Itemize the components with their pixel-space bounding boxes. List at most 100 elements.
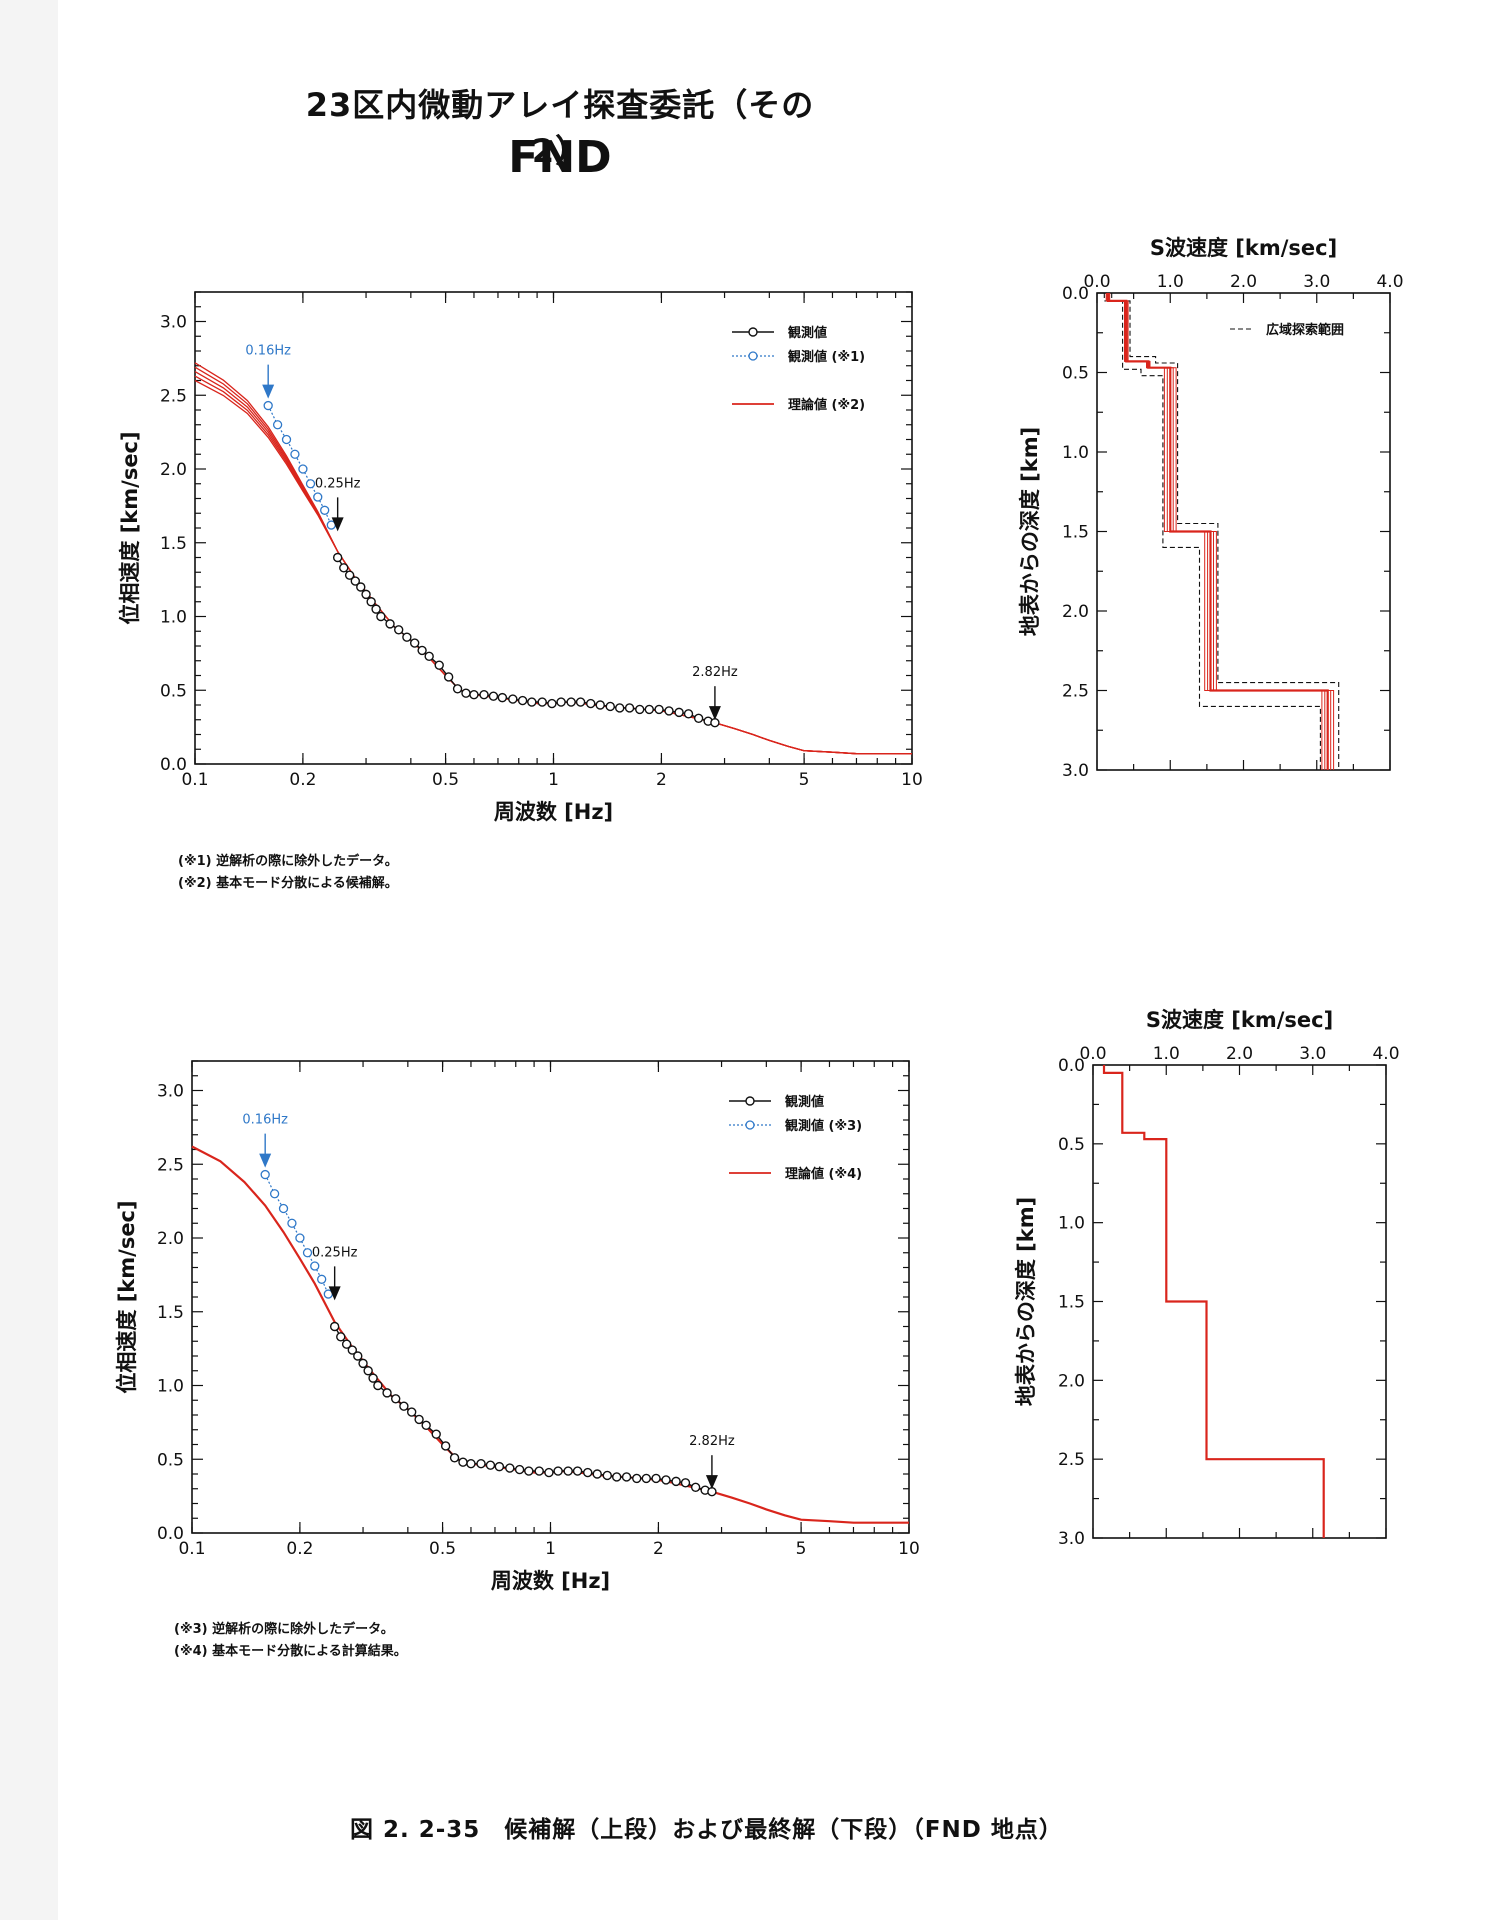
top-dispersion-x-tick-label: 0.5: [432, 770, 459, 790]
bottom-dispersion-observed-point: [347, 1345, 358, 1355]
top-dispersion-observed-point: [361, 589, 371, 600]
bottom-dispersion-theoretical-line: [191, 1145, 909, 1524]
top-dispersion-y-tick-label: 1.5: [160, 534, 187, 554]
top-profile-search-range-max: [1111, 293, 1340, 770]
bottom-dispersion-observed-point: [680, 1478, 691, 1488]
bottom-dispersion-observed-point: [612, 1472, 622, 1482]
top-dispersion-observed-point: [497, 692, 508, 703]
bottom-dispersion-legend-excluded: 観測値 (※3): [784, 1118, 862, 1134]
bottom-dispersion-observed-point: [661, 1475, 671, 1485]
top-dispersion-observed-point: [556, 697, 566, 707]
bottom-dispersion-excluded-point: [295, 1233, 305, 1243]
top-dispersion-y-axis-title: 位相速度 [km/sec]: [118, 431, 142, 624]
note-top-2: (※2) 基本モード分散による候補解。: [178, 876, 398, 891]
bottom-dispersion-observed-point: [329, 1321, 340, 1332]
bottom-dispersion-observed-point: [534, 1466, 544, 1476]
bottom-dispersion-observed-point: [476, 1458, 486, 1469]
top-dispersion-observed-point: [402, 632, 412, 642]
top-profile-candidate-profile: [1108, 293, 1332, 770]
top-dispersion-observed-point: [376, 611, 386, 622]
top-dispersion-excluded-point: [313, 492, 323, 502]
site-code: FND: [508, 132, 612, 183]
top-dispersion-y-tick-label: 1.0: [160, 608, 187, 628]
bottom-dispersion-excluded-point: [278, 1203, 289, 1214]
bottom-dispersion-y-tick-label: 0.0: [157, 1524, 184, 1544]
bottom-profile-y-axis-title: 地表からの深度 [km]: [1014, 1197, 1038, 1406]
top-profile-y-tick-label: 1.5: [1062, 523, 1089, 543]
bottom-dispersion-observed-point: [449, 1453, 460, 1463]
top-dispersion-observed-point: [517, 695, 528, 706]
bottom-dispersion-observed-point: [563, 1466, 573, 1476]
bottom-dispersion-observed-point: [440, 1441, 451, 1451]
top-dispersion-x-tick-label: 2: [656, 770, 667, 790]
bottom-profile-y-tick-label: 2.0: [1058, 1371, 1085, 1391]
top-dispersion-y-tick-label: 2.0: [160, 460, 187, 480]
top-dispersion-excluded-point: [290, 449, 300, 459]
top-dispersion-observed-point: [575, 697, 586, 707]
top-dispersion-observed-point: [644, 704, 654, 715]
top-dispersion-observed-point: [624, 703, 635, 713]
bottom-dispersion-y-tick-label: 2.0: [157, 1229, 184, 1249]
top-dispersion-excluded-point: [281, 434, 292, 445]
top-dispersion-legend-excluded-marker: [748, 351, 758, 361]
bottom-dispersion-observed-point: [382, 1388, 392, 1398]
top-dispersion-excluded-point: [263, 400, 273, 411]
bottom-profile-velocity-profile: [1102, 1065, 1325, 1538]
bottom-dispersion-x-tick-label: 0.1: [178, 1539, 205, 1559]
bottom-dispersion-observed-point: [336, 1332, 346, 1342]
note-bottom-2: (※4) 基本モード分散による計算結果。: [174, 1644, 407, 1659]
bottom-profile-y-tick-label: 1.5: [1058, 1293, 1085, 1313]
top-profile-x-tick-label: 1.0: [1157, 272, 1184, 292]
bottom-profile-y-tick-label: 2.5: [1058, 1450, 1085, 1470]
bottom-dispersion-excluded-point: [260, 1169, 270, 1180]
top-dispersion-excluded-point: [272, 420, 283, 430]
bottom-dispersion-x-tick-label: 2: [653, 1539, 664, 1559]
bottom-dispersion-annotation-arrow-head: [259, 1153, 272, 1168]
bottom-dispersion-observed-point: [514, 1464, 525, 1475]
top-dispersion-observed-point: [566, 697, 576, 707]
bottom-dispersion-y-tick-label: 1.0: [157, 1377, 184, 1397]
top-profile-legend-range: 広域探索範囲: [1266, 322, 1344, 338]
top-dispersion-observed-point: [409, 638, 420, 648]
bottom-profile-y-tick-label: 0.0: [1058, 1056, 1085, 1076]
bottom-dispersion-observed-point: [431, 1429, 441, 1439]
top-dispersion-observed-point: [635, 704, 645, 715]
bottom-profile-y-tick-label: 0.5: [1058, 1135, 1085, 1155]
bottom-dispersion-y-tick-label: 0.5: [157, 1450, 184, 1470]
top-profile-x-tick-label: 3.0: [1303, 272, 1330, 292]
note-bottom-1: (※3) 逆解析の際に除外したデータ。: [174, 1622, 394, 1637]
top-dispersion-observed-point: [371, 604, 381, 614]
document-title: 23区内微動アレイ探査委託（その2）: [305, 86, 815, 170]
bottom-profile-x-tick-label: 3.0: [1299, 1044, 1326, 1064]
bottom-dispersion-observed-point: [632, 1473, 642, 1484]
top-profile-x-tick-label: 0.0: [1083, 272, 1110, 292]
bottom-profile-x-axis-title: S波速度 [km/sec]: [1146, 1008, 1333, 1032]
bottom-dispersion-observed-point: [373, 1380, 383, 1391]
bottom-profile-y-tick-label: 3.0: [1058, 1529, 1085, 1549]
top-profile-y-tick-label: 0.0: [1062, 284, 1089, 304]
top-profile-y-tick-label: 3.0: [1062, 761, 1089, 781]
top-dispersion-annotation-arrow-head: [262, 384, 275, 399]
bottom-dispersion-excluded-point: [310, 1261, 320, 1271]
top-profile-x-axis-title: S波速度 [km/sec]: [1150, 236, 1337, 260]
top-dispersion-observed-point: [443, 672, 454, 682]
bottom-dispersion-annotation-label: 0.16Hz: [242, 1113, 288, 1128]
bottom-dispersion-observed-point: [358, 1358, 368, 1369]
top-dispersion-x-tick-label: 0.2: [289, 770, 316, 790]
bottom-profile-x-tick-label: 2.0: [1226, 1044, 1253, 1064]
bottom-dispersion-observed-point: [368, 1373, 378, 1383]
top-dispersion-legend-observed-marker: [748, 327, 758, 337]
top-dispersion-annotation-arrow-head: [331, 517, 344, 532]
bottom-dispersion-x-tick-label: 0.5: [429, 1539, 456, 1559]
bottom-dispersion-y-tick-label: 3.0: [157, 1082, 184, 1102]
bottom-dispersion-observed-point: [621, 1472, 632, 1482]
top-dispersion-theoretical-line: [194, 371, 912, 755]
bottom-dispersion-observed-point: [690, 1482, 701, 1492]
bottom-dispersion-observed-point: [505, 1463, 515, 1473]
bottom-profile-y-tick-label: 1.0: [1058, 1214, 1085, 1234]
top-dispersion-observed-point: [417, 645, 427, 656]
top-dispersion-y-tick-label: 3.0: [160, 313, 187, 333]
top-dispersion-legend-theoretical: 理論値 (※2): [788, 397, 865, 413]
top-dispersion-y-tick-label: 0.0: [160, 755, 187, 775]
